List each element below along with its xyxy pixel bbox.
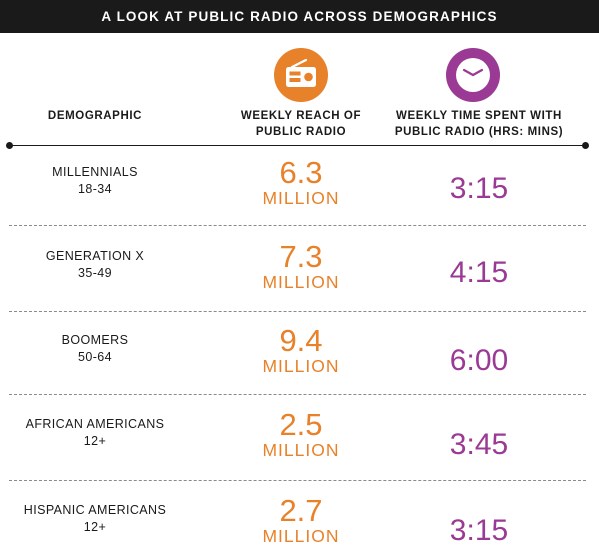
demographic-cell: BOOMERS 50-64 — [0, 332, 190, 366]
demographic-cell: AFRICAN AMERICANS 12+ — [0, 416, 190, 450]
reach-cell: 7.3 MILLION — [211, 239, 391, 292]
header-time-line1: WEEKLY TIME SPENT WITH — [396, 110, 562, 122]
demographic-cell: MILLENNIALS 18-34 — [0, 164, 190, 198]
demographic-age: 50-64 — [78, 350, 112, 364]
demographic-name: HISPANIC AMERICANS — [23, 503, 167, 517]
demographic-cell: GENERATION X 35-49 — [0, 248, 190, 282]
demographic-name: GENERATION X — [45, 249, 145, 263]
header-reach-line1: WEEKLY REACH OF — [240, 110, 362, 122]
reach-value: 7.3 — [279, 239, 323, 274]
row-separator — [9, 311, 586, 312]
time-value: 3:45 — [449, 428, 509, 461]
row-separator — [9, 394, 586, 395]
reach-cell: 2.5 MILLION — [211, 407, 391, 460]
reach-unit: MILLION — [262, 272, 340, 292]
clock-icon — [445, 47, 501, 103]
header-demographic: DEMOGRAPHIC — [47, 110, 143, 122]
reach-cell: 2.7 MILLION — [211, 493, 391, 546]
header-weekly-time: WEEKLY TIME SPENT WITH PUBLIC RADIO (HRS… — [388, 108, 570, 140]
divider-dot-left — [6, 142, 13, 149]
demographic-name: AFRICAN AMERICANS — [25, 417, 165, 431]
chart-title: A LOOK AT PUBLIC RADIO ACROSS DEMOGRAPHI… — [0, 0, 599, 33]
header-reach-line2: PUBLIC RADIO — [255, 126, 347, 138]
header-weekly-reach: WEEKLY REACH OF PUBLIC RADIO — [211, 108, 391, 140]
reach-unit: MILLION — [262, 188, 340, 208]
reach-unit: MILLION — [262, 526, 340, 546]
reach-unit: MILLION — [262, 356, 340, 376]
demographic-age: 35-49 — [78, 266, 112, 280]
demographic-cell: HISPANIC AMERICANS 12+ — [0, 502, 190, 536]
header-time-line2: PUBLIC RADIO (HRS: MINS) — [394, 126, 564, 138]
reach-unit: MILLION — [262, 440, 340, 460]
time-value: 4:15 — [449, 256, 509, 289]
time-value: 3:15 — [449, 172, 509, 205]
time-value: 6:00 — [449, 344, 509, 377]
demographic-age: 18-34 — [78, 182, 112, 196]
radio-icon — [273, 47, 329, 103]
demographic-age: 12+ — [83, 434, 107, 448]
reach-value: 9.4 — [279, 323, 323, 358]
reach-cell: 9.4 MILLION — [211, 323, 391, 376]
reach-value: 2.7 — [279, 493, 323, 528]
reach-value: 6.3 — [279, 155, 323, 190]
demographic-age: 12+ — [83, 520, 107, 534]
row-separator — [9, 480, 586, 481]
demographic-name: MILLENNIALS — [52, 165, 138, 179]
reach-cell: 6.3 MILLION — [211, 155, 391, 208]
header-divider — [9, 145, 586, 146]
row-separator — [9, 225, 586, 226]
time-value: 3:15 — [449, 514, 509, 547]
demographic-name: BOOMERS — [61, 333, 129, 347]
reach-value: 2.5 — [279, 407, 323, 442]
divider-dot-right — [582, 142, 589, 149]
